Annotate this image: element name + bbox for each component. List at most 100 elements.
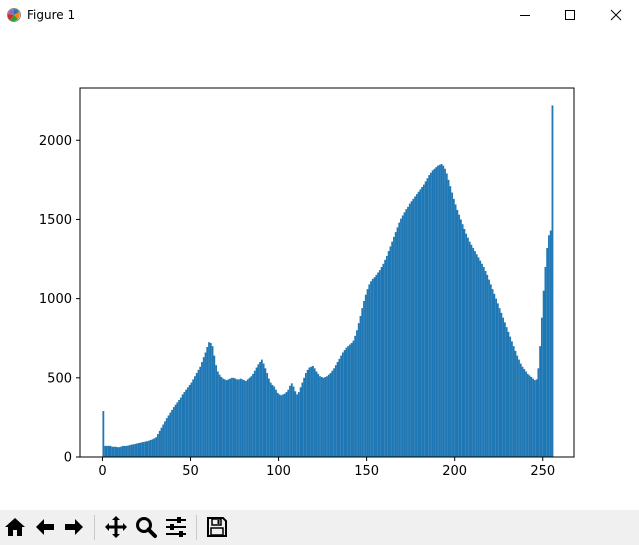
close-icon [610, 9, 622, 21]
histogram-bar [151, 439, 154, 457]
histogram-bar [239, 378, 242, 457]
x-tick-label: 200 [442, 464, 467, 479]
histogram-bar [165, 418, 168, 457]
histogram-bar [278, 394, 281, 457]
histogram-bar [169, 412, 172, 457]
histogram-bar [532, 378, 534, 457]
histogram-bar [364, 294, 367, 457]
histogram-bar [289, 385, 291, 457]
histogram-bar [458, 214, 461, 457]
histogram-bar [290, 383, 293, 457]
histogram-bar [157, 434, 159, 457]
histogram-bar [178, 399, 180, 457]
toolbar-separator [196, 515, 197, 540]
histogram-bar [356, 330, 358, 457]
subplots-button[interactable] [162, 513, 190, 541]
histogram-bar [252, 373, 254, 457]
histogram-bar [192, 379, 195, 457]
zoom-button[interactable] [132, 513, 160, 541]
pan-button[interactable] [102, 513, 130, 541]
histogram-bar [243, 380, 246, 457]
histogram-bar [160, 427, 163, 457]
histogram-bar [486, 274, 489, 457]
histogram-bar [526, 373, 529, 457]
sliders-icon [166, 517, 186, 537]
home-button[interactable] [1, 513, 29, 541]
histogram-bar [495, 298, 497, 457]
histogram-bar [491, 289, 494, 457]
histogram-bar [393, 236, 395, 457]
minimize-button[interactable] [502, 0, 548, 30]
save-button[interactable] [203, 513, 231, 541]
histogram-bar [109, 445, 112, 457]
histogram-bar [533, 380, 536, 457]
histogram-bar [141, 442, 144, 457]
x-tick-label: 50 [182, 464, 199, 479]
histogram-bar [345, 347, 348, 457]
histogram-bar [329, 373, 332, 457]
histogram-bar [324, 377, 327, 457]
back-button[interactable] [31, 513, 59, 541]
title-bar: Figure 1 [0, 0, 639, 30]
histogram-bar [162, 424, 165, 457]
histogram-bar [528, 375, 531, 457]
histogram-bar [481, 263, 483, 457]
histogram-bar [343, 350, 346, 457]
histogram-bar [319, 376, 321, 457]
matplotlib-icon[interactable] [6, 7, 22, 23]
histogram-bar [185, 389, 188, 457]
histogram-bar [174, 404, 177, 457]
histogram-bar [296, 394, 298, 457]
histogram-bar [268, 378, 270, 457]
histogram-bar [128, 445, 131, 457]
histogram-bar [421, 186, 424, 458]
histogram-bar [213, 355, 216, 457]
histogram-bar [282, 394, 284, 457]
histogram-bar [331, 370, 334, 457]
histogram-bar [523, 369, 526, 457]
histogram-bar [312, 365, 314, 457]
histogram-bar [398, 222, 401, 457]
histogram-bar [518, 359, 520, 457]
histogram-bar [125, 445, 128, 457]
minimize-icon [520, 15, 530, 16]
histogram-bar [134, 444, 136, 457]
histogram-bar [218, 374, 221, 457]
histogram-bar [410, 201, 413, 457]
histogram-bar [505, 327, 508, 457]
histogram-bar [519, 363, 522, 457]
x-axis-ticks: 0 50 100 150 200 250 [98, 457, 555, 479]
x-tick-label: 0 [98, 464, 106, 479]
histogram-bar [179, 397, 182, 457]
histogram-bar [303, 377, 306, 457]
histogram-bar [208, 342, 210, 457]
histogram-bar [509, 336, 512, 457]
histogram-bar [317, 373, 320, 457]
histogram-bar [231, 377, 233, 457]
histogram-bar [438, 164, 441, 457]
histogram-bar [430, 172, 432, 458]
histogram-bar [234, 378, 237, 457]
histogram-bar [209, 342, 212, 457]
histogram-bar [516, 355, 519, 457]
histogram-bar [530, 377, 533, 457]
histogram-bar [102, 411, 105, 457]
histogram-bar [232, 377, 235, 457]
histogram-bar [433, 168, 436, 457]
figure-canvas[interactable]: 0 50 100 150 200 250 0 500 1000 1500 2000 [0, 30, 639, 510]
histogram-bar [292, 386, 295, 457]
maximize-button[interactable] [547, 0, 593, 30]
histogram-bar [428, 175, 431, 457]
histogram-bar [370, 281, 372, 457]
histogram-bar [371, 278, 374, 457]
histogram-bar [500, 312, 503, 457]
histogram-bar [465, 233, 468, 457]
forward-button[interactable] [60, 513, 88, 541]
histogram-bar [264, 368, 267, 457]
histogram-bar [424, 181, 427, 457]
histogram-bar [127, 445, 129, 457]
histogram-bar [498, 308, 501, 457]
histogram-bar [280, 395, 283, 457]
close-button[interactable] [593, 0, 639, 30]
histogram-bar [475, 254, 478, 457]
